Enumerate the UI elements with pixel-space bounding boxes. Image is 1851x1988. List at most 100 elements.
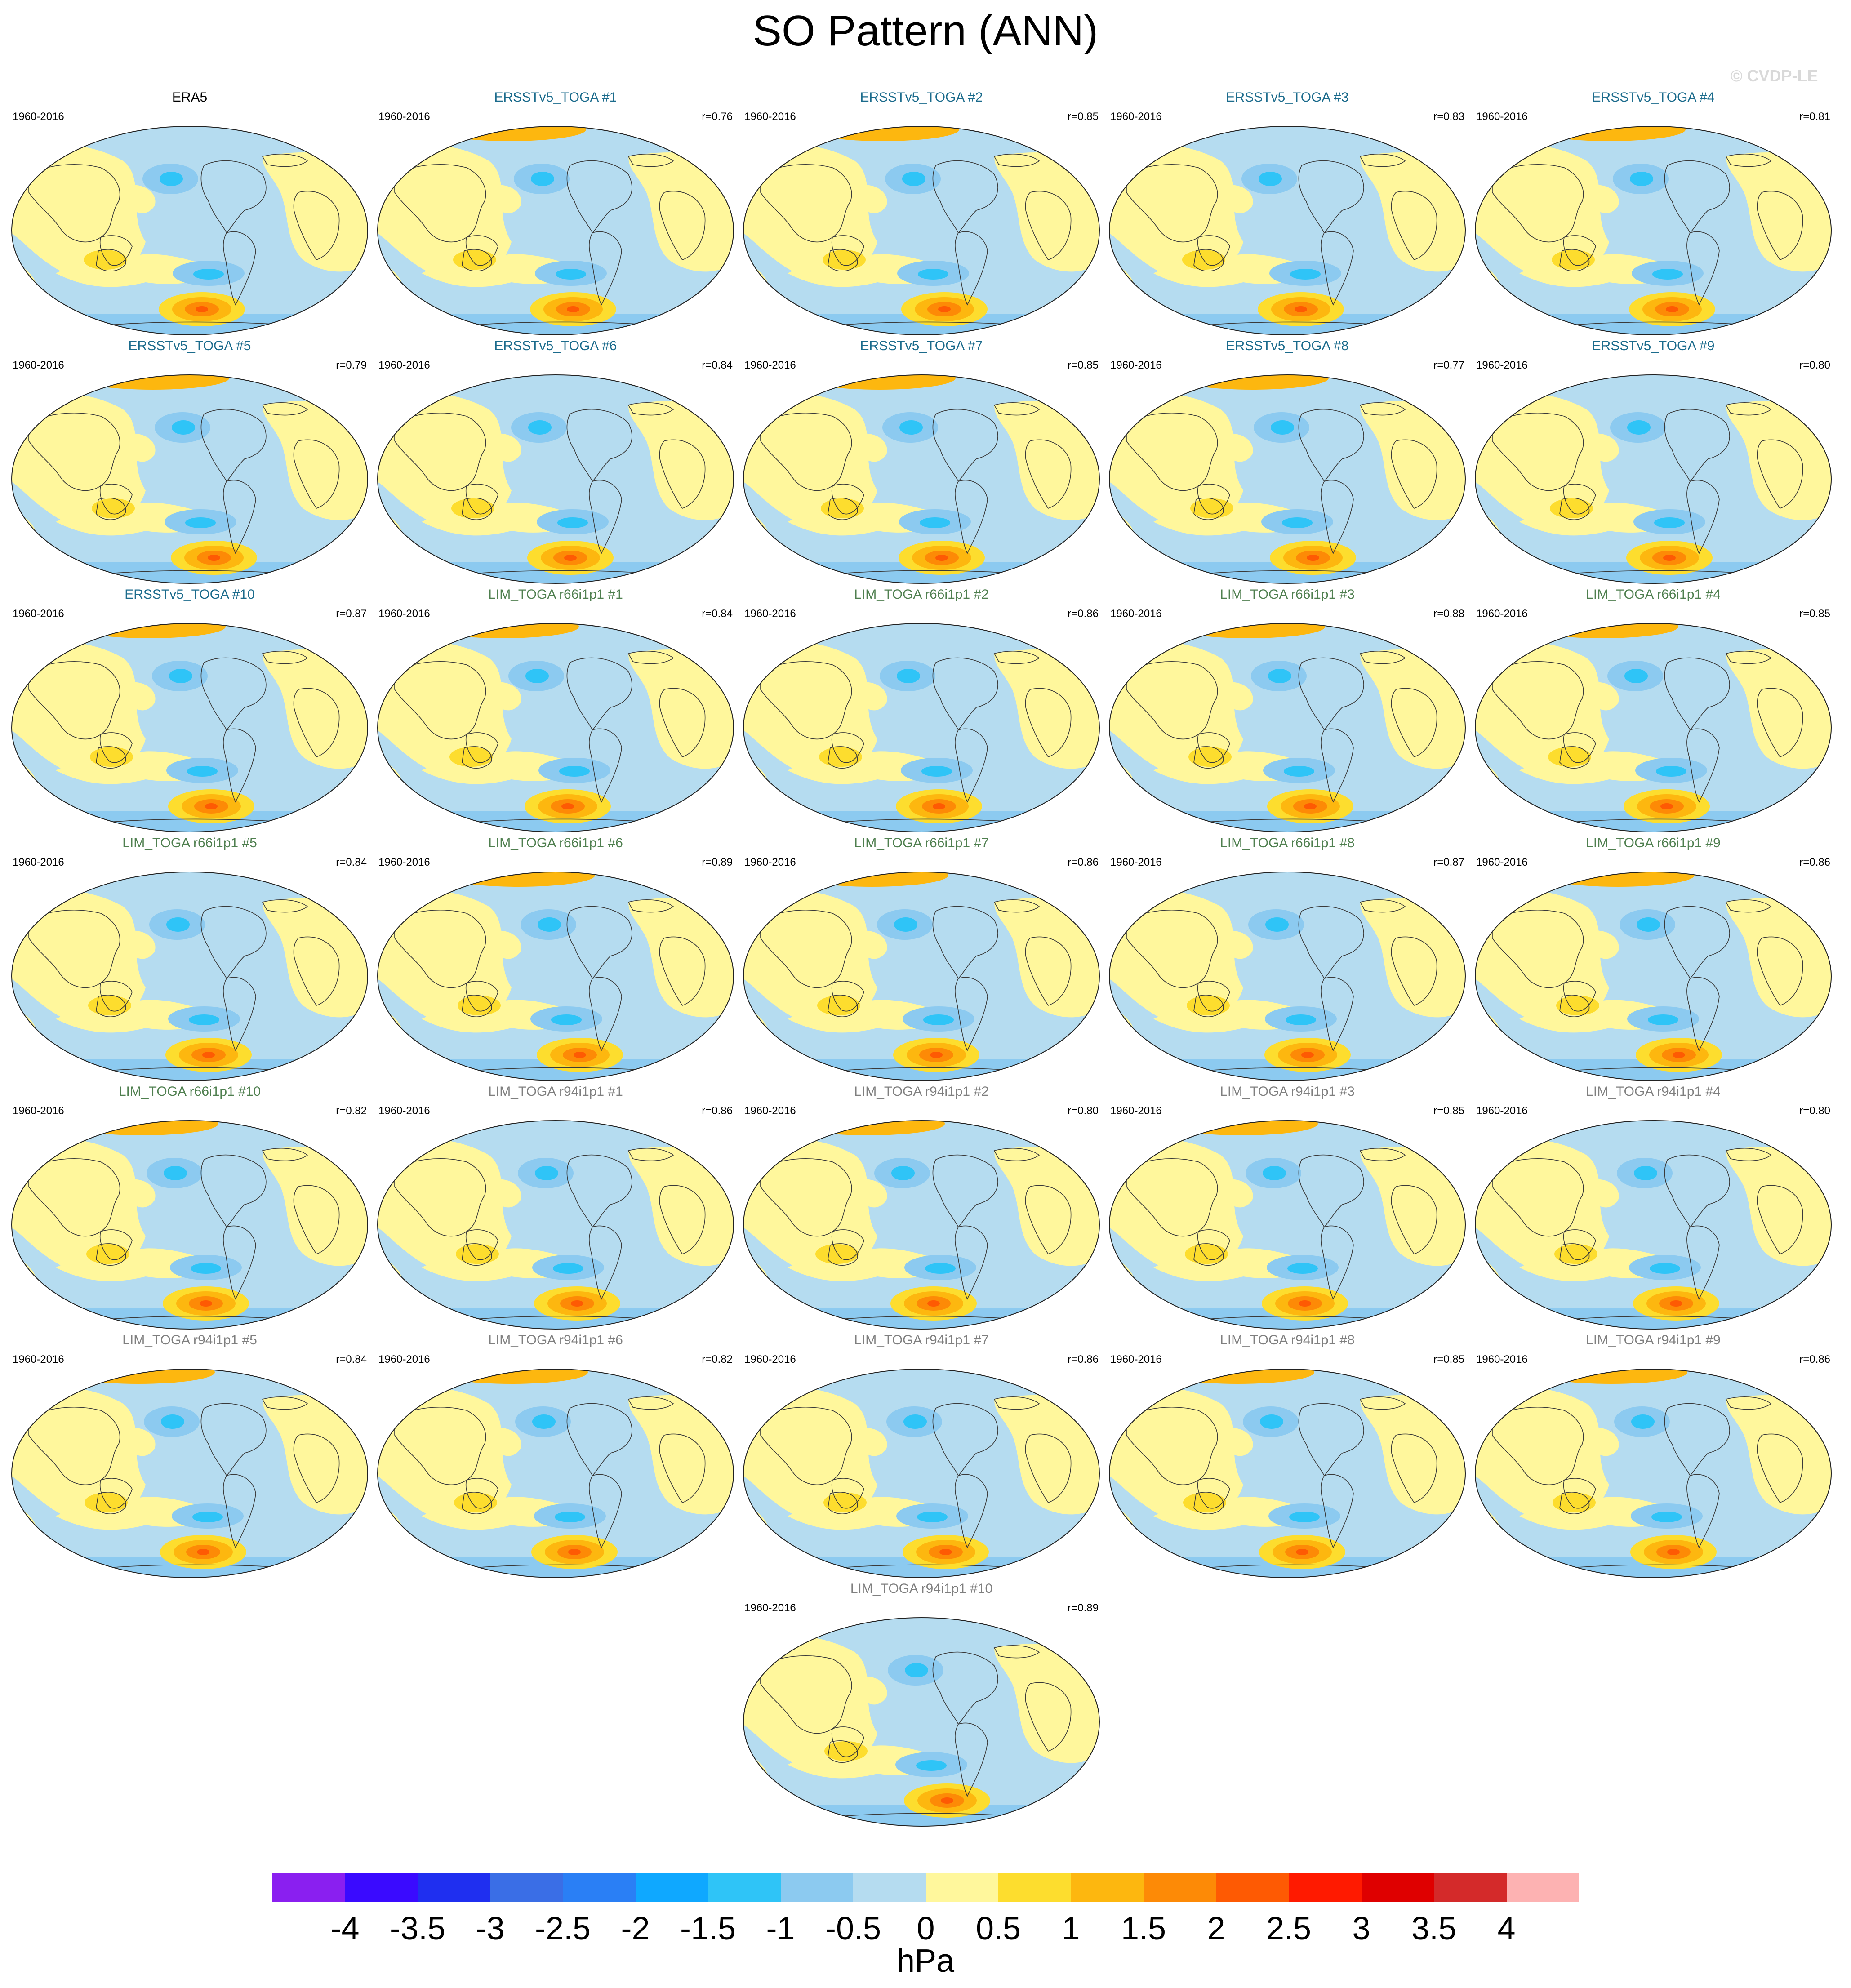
south-america-coastline xyxy=(589,728,622,803)
north-pacific-low-core xyxy=(1263,1166,1286,1180)
greenland-coastline xyxy=(1725,1396,1772,1410)
atlantic-positive xyxy=(994,401,1099,520)
colorbar-tick-label: -2 xyxy=(621,1911,650,1947)
south-america-coastline xyxy=(955,977,988,1051)
atlantic-positive xyxy=(1726,1147,1831,1266)
asia-positive xyxy=(119,682,156,711)
se-pacific-high-core xyxy=(196,306,208,312)
colorbar-tick-label: 0.5 xyxy=(975,1911,1021,1947)
south-america-coastline xyxy=(1321,231,1354,306)
south-pacific-low-core xyxy=(1656,766,1686,777)
australia-positive xyxy=(817,996,860,1015)
asia-positive xyxy=(485,930,521,959)
greenland-coastline xyxy=(627,899,674,913)
africa-coastline xyxy=(1757,688,1803,757)
panel-correlation: r=0.77 xyxy=(1433,359,1464,371)
panel-title: LIM_TOGA r94i1p1 #7 xyxy=(854,1333,989,1348)
map-field xyxy=(743,1121,1099,1329)
greenland-coastline xyxy=(1725,899,1772,913)
south-america-coastline xyxy=(955,231,988,306)
map-field xyxy=(1475,1121,1831,1329)
greenland-coastline xyxy=(1359,899,1406,913)
south-pacific-low-core xyxy=(185,517,216,528)
map-frame xyxy=(11,126,368,335)
greenland-coastline xyxy=(262,154,308,167)
eurasia-africa-positive xyxy=(12,1138,146,1273)
colorbar-tick-label: 3 xyxy=(1352,1911,1370,1947)
sea-level-pressure-map xyxy=(743,1369,1100,1578)
asia-positive xyxy=(1216,682,1253,711)
colorbar-swatch xyxy=(1434,1873,1507,1902)
north-pacific-low-core xyxy=(160,172,183,186)
atlantic-positive xyxy=(1360,898,1465,1018)
panel-correlation: r=0.80 xyxy=(1068,1105,1099,1117)
australia-coastline xyxy=(96,498,126,520)
eurasia-coastline xyxy=(28,413,120,491)
north-pacific-low-core xyxy=(1271,420,1294,435)
map-field xyxy=(12,1369,368,1578)
panel-title: LIM_TOGA r94i1p1 #5 xyxy=(122,1333,257,1348)
eurasia-coastline xyxy=(760,1407,852,1485)
se-pacific-high-core xyxy=(938,306,951,312)
greenland-coastline xyxy=(627,154,674,167)
eurasia-coastline xyxy=(760,1158,852,1237)
eurasia-coastline xyxy=(394,661,486,740)
eurasia-coastline xyxy=(1126,1158,1218,1237)
australia-coastline xyxy=(828,746,858,769)
australia-positive xyxy=(1185,1244,1228,1264)
australia-positive xyxy=(1553,1493,1596,1512)
colorbar-tick-label: -1 xyxy=(766,1911,795,1947)
panel-correlation: r=0.80 xyxy=(1799,359,1830,371)
sea-level-pressure-map xyxy=(1109,374,1466,584)
australia-coastline xyxy=(96,1492,126,1515)
map-panel: LIM_TOGA r66i1p1 #1 1960-2016 r=0.84 xyxy=(371,587,740,836)
atlantic-positive xyxy=(628,649,734,769)
eurasia-coastline xyxy=(394,1407,486,1485)
colorbar-tick-label: -1.5 xyxy=(680,1911,736,1947)
panel-title: ERSSTv5_TOGA #6 xyxy=(494,338,617,353)
eurasia-coastline xyxy=(1126,164,1218,243)
south-pacific-low-core xyxy=(556,269,586,280)
map-panel: LIM_TOGA r66i1p1 #2 1960-2016 r=0.86 xyxy=(737,587,1106,836)
africa-coastline xyxy=(293,688,340,757)
asia-positive xyxy=(1216,1428,1253,1456)
eurasia-coastline xyxy=(1492,413,1584,491)
colorbar-swatch xyxy=(1361,1873,1434,1902)
north-america-coastline xyxy=(200,906,267,979)
australia-positive xyxy=(821,498,864,518)
atlantic-positive xyxy=(994,649,1099,769)
north-pacific-low-core xyxy=(164,1166,187,1180)
north-america-coastline xyxy=(1664,657,1730,731)
map-field xyxy=(1109,375,1465,583)
panel-period: 1960-2016 xyxy=(744,1602,796,1614)
maritime-asia-coastline xyxy=(1197,732,1230,763)
atlantic-positive xyxy=(994,1395,1099,1515)
sea-level-pressure-map xyxy=(1109,1120,1466,1330)
panel-period: 1960-2016 xyxy=(1110,856,1162,868)
eurasia-africa-positive xyxy=(743,641,877,776)
australia-coastline xyxy=(1193,249,1224,272)
africa-coastline xyxy=(659,191,706,260)
sea-level-pressure-map xyxy=(1109,1369,1466,1578)
maritime-asia-coastline xyxy=(99,1478,133,1509)
panel-period: 1960-2016 xyxy=(13,111,64,123)
north-pacific-low-core xyxy=(1630,172,1653,186)
map-panel: LIM_TOGA r94i1p1 #3 1960-2016 r=0.85 xyxy=(1103,1084,1472,1334)
panel-period: 1960-2016 xyxy=(1110,1105,1162,1117)
africa-coastline xyxy=(1391,191,1437,260)
eurasia-coastline xyxy=(1492,1158,1584,1237)
colorbar-swatch xyxy=(708,1873,781,1902)
map-panel: ERSSTv5_TOGA #3 1960-2016 r=0.83 xyxy=(1103,90,1472,339)
panel-title: LIM_TOGA r66i1p1 #2 xyxy=(854,587,989,602)
panel-title: LIM_TOGA r66i1p1 #4 xyxy=(1586,587,1721,602)
africa-coastline xyxy=(1757,936,1803,1006)
south-pacific-low-core xyxy=(1287,1263,1318,1274)
map-panel: ERSSTv5_TOGA #8 1960-2016 r=0.77 xyxy=(1103,338,1472,588)
panel-correlation: r=0.81 xyxy=(1799,111,1830,123)
africa-coastline xyxy=(659,688,706,757)
north-america-coastline xyxy=(932,1651,998,1725)
south-pacific-low-core xyxy=(559,766,590,777)
atlantic-positive xyxy=(263,898,368,1018)
africa-coastline xyxy=(1025,191,1072,260)
atlantic-positive xyxy=(628,401,734,520)
